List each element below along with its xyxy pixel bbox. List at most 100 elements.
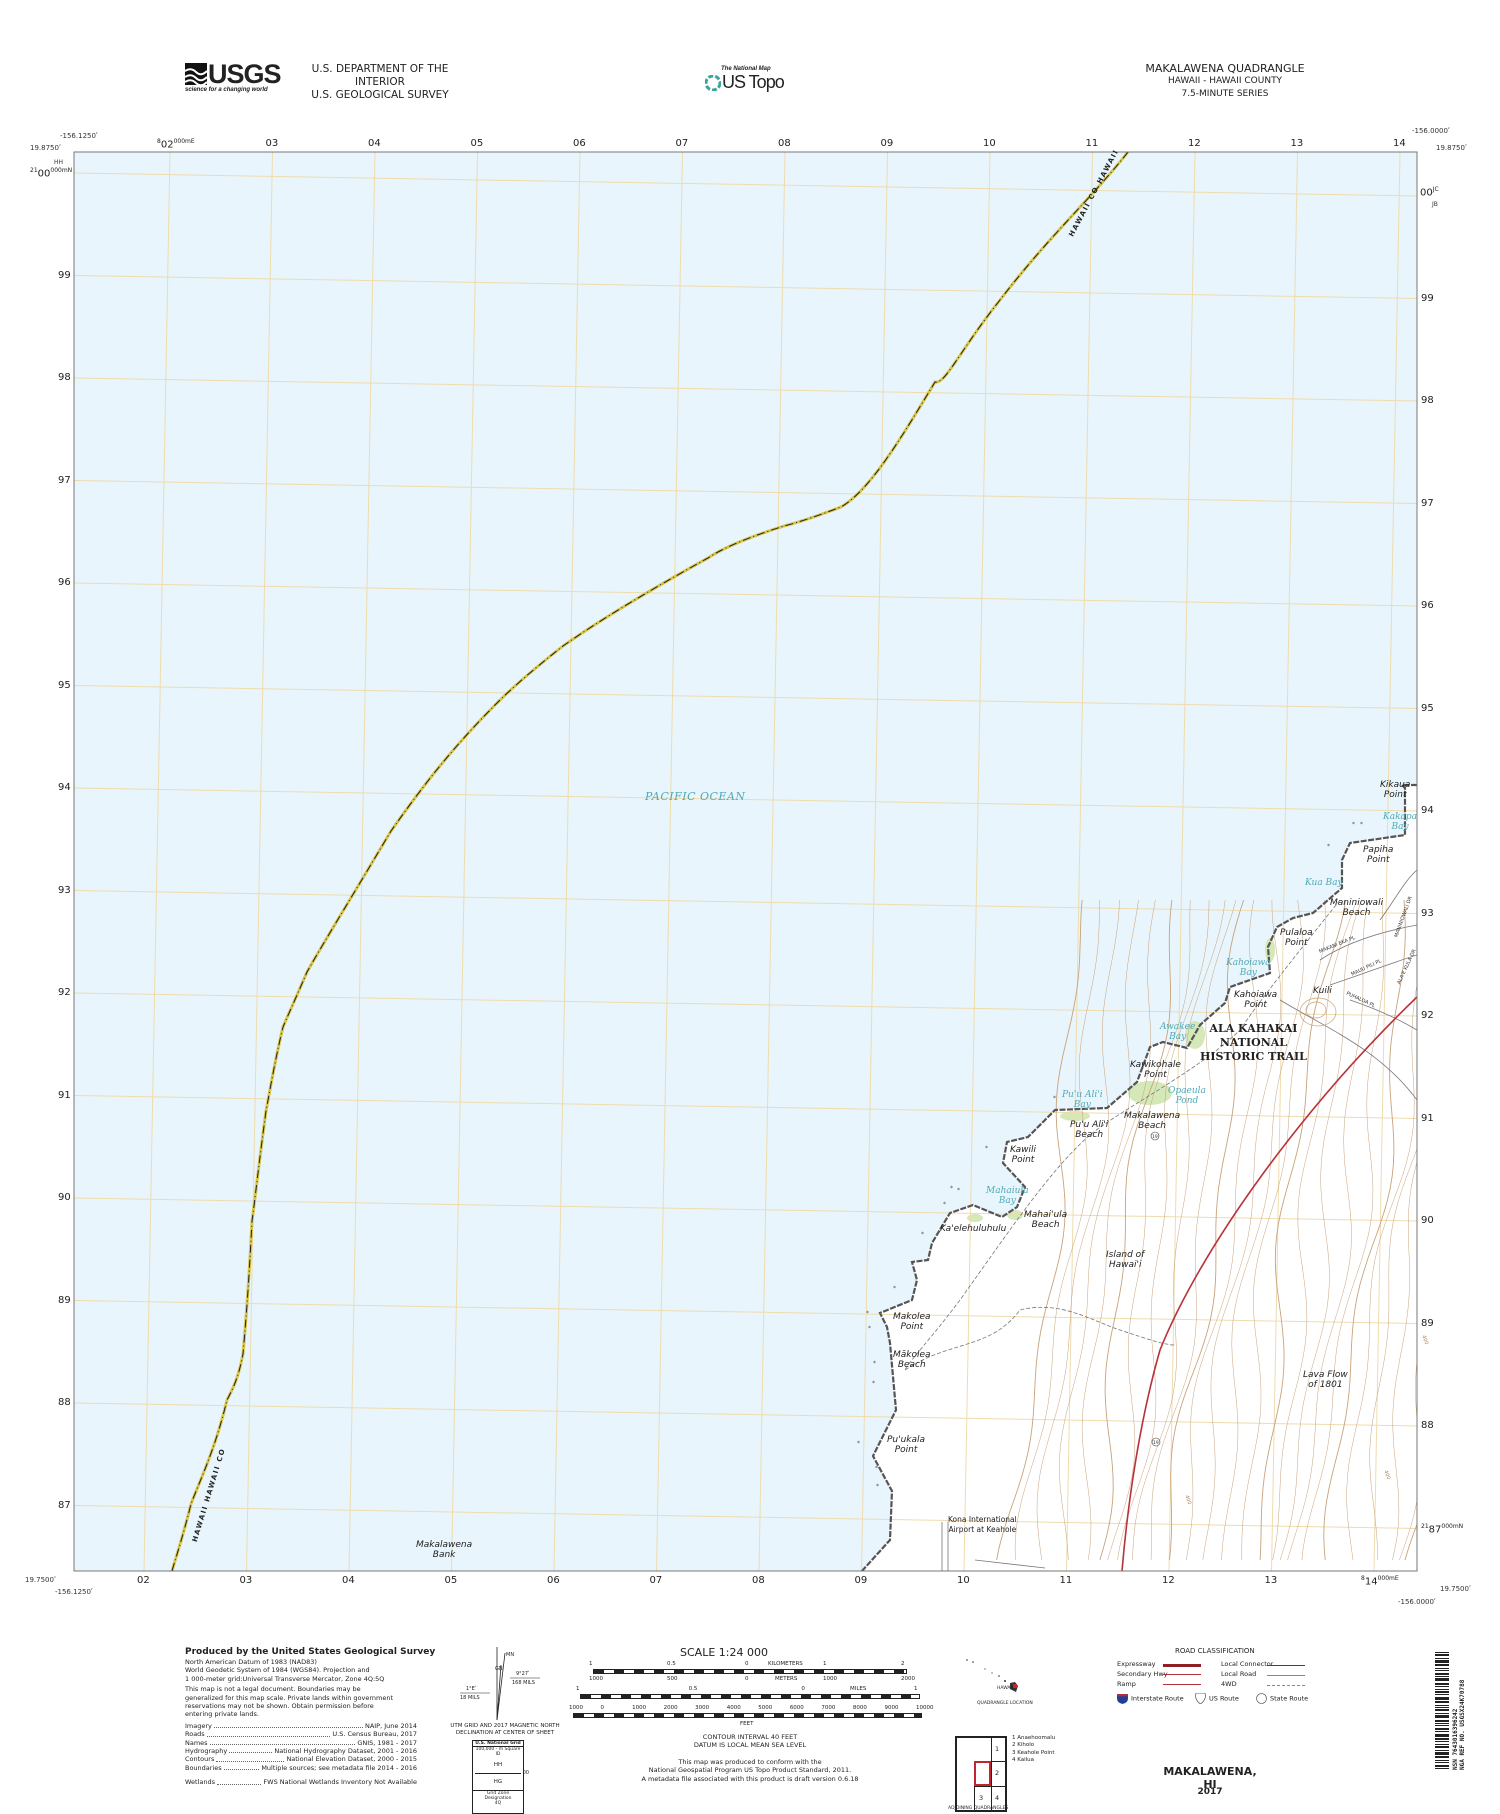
barcode-bar	[1435, 1720, 1449, 1722]
northing-label-right: 92	[1421, 1010, 1434, 1021]
declination-mils: 168 MILS	[512, 1680, 535, 1686]
contour-line	[1287, 899, 1369, 1561]
svg-text:*: *	[873, 1360, 876, 1367]
barcode-bar	[1435, 1715, 1449, 1718]
grid-line-northing	[74, 377, 1417, 402]
northing-label-left: 99	[58, 270, 71, 281]
source-name: Imagery	[185, 1721, 212, 1730]
right-zone-label: 00JC	[1420, 186, 1439, 198]
convergence-angle: 1°Eʹ	[466, 1686, 477, 1692]
contour-line	[1404, 1522, 1417, 1561]
svg-text:*: *	[1360, 821, 1363, 828]
northing-label-left: 96	[58, 577, 71, 588]
produced-title: Produced by the United States Geological…	[185, 1647, 436, 1657]
northing-label: 95	[58, 679, 71, 691]
northing-label: 94	[58, 782, 71, 793]
barcode-bar	[1435, 1678, 1449, 1681]
barcode-bar	[1435, 1668, 1449, 1669]
scale-tick-label: 0	[801, 1686, 805, 1692]
scale-tick-label: 5000	[758, 1705, 773, 1711]
scale-tick-label: 8000	[852, 1705, 867, 1711]
right-zone-bottom: JB	[1432, 201, 1438, 208]
corner-bottom-right-lon: -156.0000ʹ	[1398, 1598, 1436, 1606]
road-class-title: ROAD CLASSIFICATION	[1175, 1647, 1255, 1655]
contour-line	[1259, 899, 1346, 1561]
route-19-shields	[1150, 1131, 1161, 1447]
barcode-bar	[1435, 1756, 1449, 1758]
quad-title: MAKALAWENA QUADRANGLE	[1145, 62, 1305, 75]
scale-bar-feet	[573, 1713, 922, 1718]
northing-label: 98	[1421, 395, 1434, 406]
northing-label: 90	[1421, 1215, 1434, 1226]
grid-line-northing	[74, 1402, 1417, 1427]
grid-line-northing	[74, 1505, 1417, 1529]
legal-line: generalized for this map scale. Private …	[185, 1693, 394, 1702]
place-label-pulaloa-point: Pulaloa Point	[1280, 928, 1313, 948]
grid-line-easting	[451, 152, 478, 1571]
ocean-label: PACIFIC OCEAN	[645, 790, 746, 803]
grid-square-side: 00	[522, 1770, 529, 1776]
easting-label-bottom: 10	[957, 1575, 970, 1586]
northing-label-left: 87	[58, 1500, 71, 1511]
northing-label: 87	[1428, 1523, 1442, 1535]
barcode-text: NSN 7643016396242 NGA REF NO. USGSX24K70…	[1452, 1679, 1466, 1770]
production-notes: Produced by the United States Geological…	[185, 1646, 436, 1787]
contour-lines	[996, 899, 1417, 1561]
scale-unit-label: MILES	[850, 1686, 867, 1692]
adjoining-cell: 2	[995, 1769, 1000, 1777]
barcode-bar	[1435, 1705, 1449, 1706]
grid-line-northing	[74, 1095, 1417, 1119]
easting-label-top: 06	[573, 138, 586, 149]
place-label-makalawena-beach: Makalawena Beach	[1124, 1111, 1181, 1131]
rocks: * * * * * * * * * * * * * * * * *	[857, 821, 1363, 1490]
source-name: Boundaries	[185, 1763, 222, 1772]
us-topo-text: US Topo	[722, 72, 785, 92]
declination-angle: 9°27ʹ	[516, 1671, 530, 1677]
northing-label-left: 2100000mN	[30, 167, 72, 179]
grid-line-easting	[1271, 152, 1298, 1571]
grid-line-northing	[74, 172, 1417, 197]
grid-line-easting	[348, 152, 376, 1571]
datum-line: North American Datum of 1983 (NAD83)	[185, 1658, 317, 1666]
place-label-lava-flow: Lava Flow of 1801	[1303, 1370, 1348, 1390]
place-label-opaeula-pond: Opaeula Pond	[1168, 1086, 1206, 1106]
northing-label: 91	[58, 1089, 71, 1101]
grid-label-affix: 21	[30, 167, 38, 174]
northing-label: 96	[58, 577, 71, 588]
easting-label: 12	[1162, 1575, 1175, 1586]
grid-line-northing	[74, 1300, 1417, 1324]
source-name: Names	[185, 1738, 208, 1747]
grid-line-easting	[1373, 152, 1401, 1571]
legend-expressway-line	[1163, 1664, 1201, 1667]
easting-label-bottom: 06	[547, 1575, 560, 1586]
scale-tick-label: 0	[600, 1705, 605, 1711]
place-label-trail: ALA KAHAKAI NATIONAL HISTORIC TRAIL	[1200, 1022, 1307, 1063]
adjoining-name: 1 Anaehoomalu	[1012, 1735, 1056, 1741]
place-label-puu-alii-bay: Pu'u Ali'i Bay	[1062, 1090, 1103, 1110]
easting-label: 13	[1290, 138, 1304, 149]
northing-label-left: 91	[58, 1090, 71, 1101]
contour-line	[1346, 983, 1417, 1561]
easting-label-top: 10	[983, 138, 996, 149]
northing-label-right: 90	[1421, 1215, 1434, 1226]
adjoining-names: 1 Anaehoomalu 2 Kiholo 3 Keahole Point 4…	[1012, 1735, 1055, 1765]
place-label-kaelehuluhulu: Ka'elehuluhulu	[940, 1224, 1007, 1234]
location-caption: QUADRANGLE LOCATION	[977, 1701, 1033, 1706]
place-label-mahaiula-beach: Mahai'ula Beach	[1024, 1210, 1068, 1230]
barcode-bar	[1435, 1738, 1449, 1740]
source-name: Contours	[185, 1755, 215, 1764]
northing-label-right: 89	[1421, 1318, 1434, 1329]
scale-tick-label: 1	[914, 1686, 918, 1692]
contour-line	[1241, 899, 1326, 1560]
barcode-bar	[1435, 1683, 1449, 1685]
northing-label: 97	[58, 474, 71, 486]
scale-tick-label: 2000	[663, 1705, 678, 1711]
sheet-year: 2017	[1197, 1787, 1223, 1797]
barcode-bar	[1435, 1713, 1449, 1714]
svg-text:*: *	[857, 1440, 860, 1447]
corner-top-right-lon: -156.0000ʹ	[1412, 127, 1450, 135]
adjoining-quads-diagram: 1 2 3 4	[955, 1736, 1007, 1812]
legend-local-connector: Local Connector	[1221, 1660, 1274, 1668]
us-topo-logo: The National Map US Topo	[705, 66, 795, 98]
